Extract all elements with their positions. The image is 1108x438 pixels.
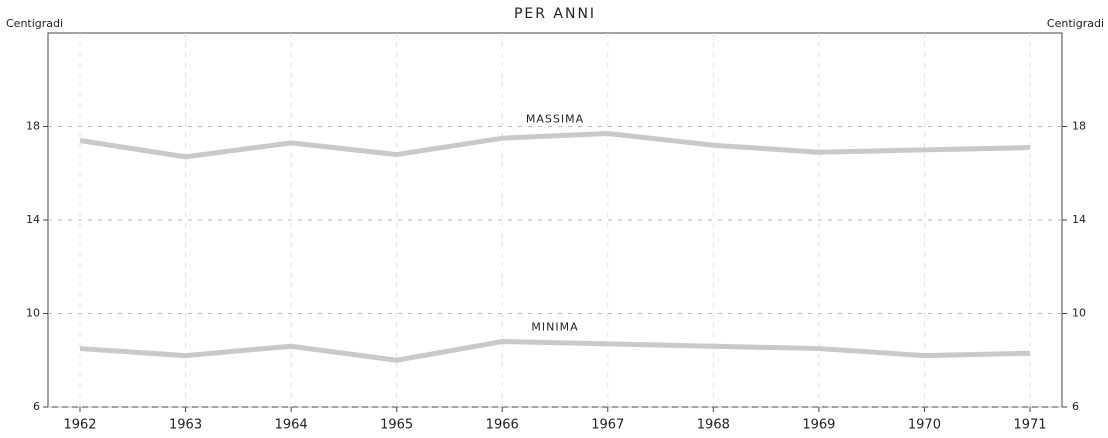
y-tick-label: 18 [26,120,40,133]
y-tick-label: 6 [33,400,40,413]
chart-title: PER ANNI [514,6,596,22]
x-tick-label: 1971 [1013,418,1046,433]
y-axis-label: Centigradi [6,17,63,30]
series-label: MINIMA [531,321,578,334]
y-tick-label: 10 [26,307,40,320]
x-tick-label: 1963 [169,418,202,433]
x-tick-label: 1967 [591,418,624,433]
x-tick-label: 1969 [802,418,835,433]
series-line [79,131,1031,160]
y2-tick-label: 14 [1072,213,1086,226]
x-tick-label: 1966 [486,418,519,433]
y2-axis-label: Centigradi [1047,17,1104,30]
y2-tick-label: 18 [1072,120,1086,133]
series-line [79,339,1031,363]
x-tick-label: 1964 [275,418,308,433]
y-tick-label: 14 [26,213,40,226]
series-label: MASSIMA [526,113,584,126]
x-tick-label: 1962 [63,418,96,433]
x-tick-label: 1968 [697,418,730,433]
y2-tick-label: 10 [1072,307,1086,320]
y2-tick-label: 6 [1072,400,1079,413]
x-tick-label: 1970 [908,418,941,433]
x-tick-label: 1965 [380,418,413,433]
